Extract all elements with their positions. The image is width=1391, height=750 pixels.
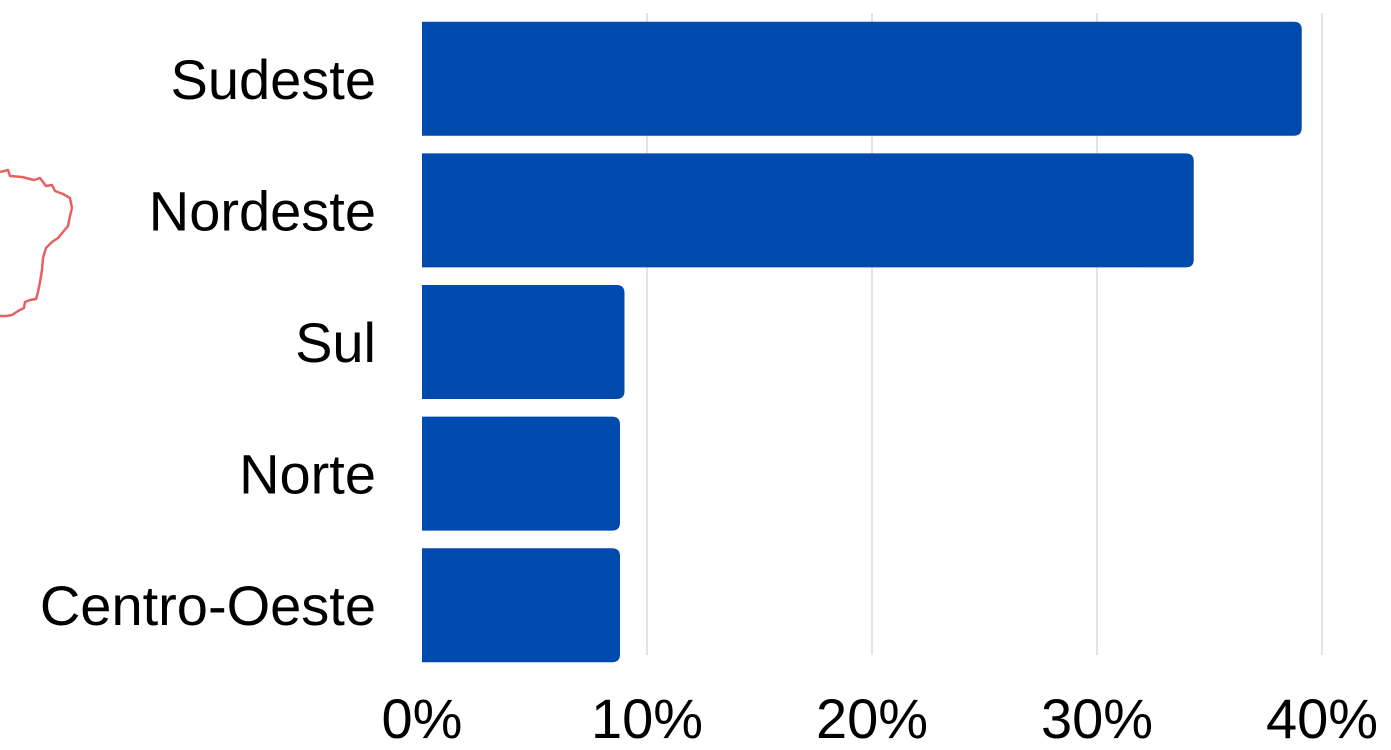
category-label: Nordeste bbox=[149, 179, 376, 242]
x-tick-label: 20% bbox=[816, 687, 928, 750]
x-tick-labels: 0% 10% 20% 30% 40% bbox=[382, 687, 1379, 750]
category-label: Norte bbox=[239, 443, 376, 506]
bar-nordeste bbox=[422, 153, 1194, 268]
bars bbox=[422, 21, 1302, 663]
category-label: Centro-Oeste bbox=[40, 574, 376, 637]
category-labels: Sudeste Nordeste Sul Norte Centro-Oeste bbox=[40, 48, 376, 637]
x-tick-label: 10% bbox=[591, 687, 703, 750]
bar-sudeste bbox=[422, 21, 1302, 136]
x-tick-label: 40% bbox=[1266, 687, 1378, 750]
brazil-map-icon bbox=[0, 168, 74, 318]
bar-norte bbox=[422, 416, 620, 531]
bar-sul bbox=[422, 285, 625, 399]
category-label: Sul bbox=[295, 311, 376, 374]
x-tick-label: 0% bbox=[382, 687, 463, 750]
x-tick-label: 30% bbox=[1041, 687, 1153, 750]
bar-centro-oeste bbox=[422, 548, 620, 663]
category-label: Sudeste bbox=[171, 48, 377, 111]
